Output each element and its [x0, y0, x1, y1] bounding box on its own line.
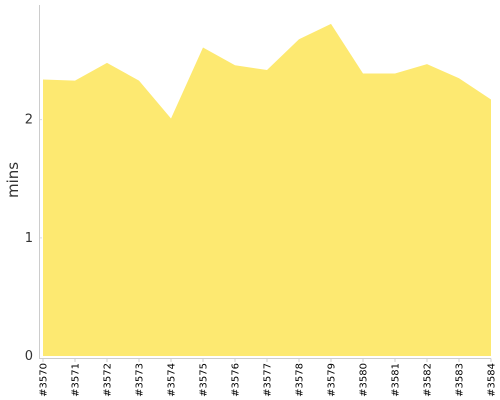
x-tick-label-3572: #3572 — [103, 363, 114, 397]
x-tick-label-3580: #3580 — [359, 363, 370, 397]
x-tick-label-3582: #3582 — [423, 363, 434, 397]
x-tick-label-3571: #3571 — [71, 363, 82, 397]
x-tick-label-3578: #3578 — [295, 363, 306, 397]
x-tick-label-3581: #3581 — [391, 363, 402, 397]
x-tick-label-3579: #3579 — [327, 363, 338, 397]
x-tick-label-3576: #3576 — [231, 363, 242, 397]
area-fill-series-0 — [43, 23, 491, 357]
y-tick-label-0: 0 — [25, 349, 33, 364]
x-tick-label-3584: #3584 — [487, 363, 498, 397]
axes — [39, 5, 491, 359]
area-series — [42, 23, 492, 357]
x-tick-label-3570: #3570 — [39, 363, 50, 397]
y-tick-label-1: 1 — [25, 231, 33, 246]
x-tick-label-3583: #3583 — [455, 363, 466, 397]
x-tick-label-3575: #3575 — [199, 363, 210, 397]
y-axis-title: mins — [4, 162, 22, 198]
y-tick-label-2: 2 — [25, 113, 33, 128]
y-tick-labels: 0 1 2 — [25, 113, 33, 364]
x-tick-label-3574: #3574 — [167, 363, 178, 397]
x-tick-label-3573: #3573 — [135, 363, 146, 397]
x-tick-labels: #3570 #3571 #3572 #3573 #3574 #3575 #3576 #3577… — [39, 358, 498, 397]
x-tick-label-3577: #3577 — [263, 363, 274, 397]
